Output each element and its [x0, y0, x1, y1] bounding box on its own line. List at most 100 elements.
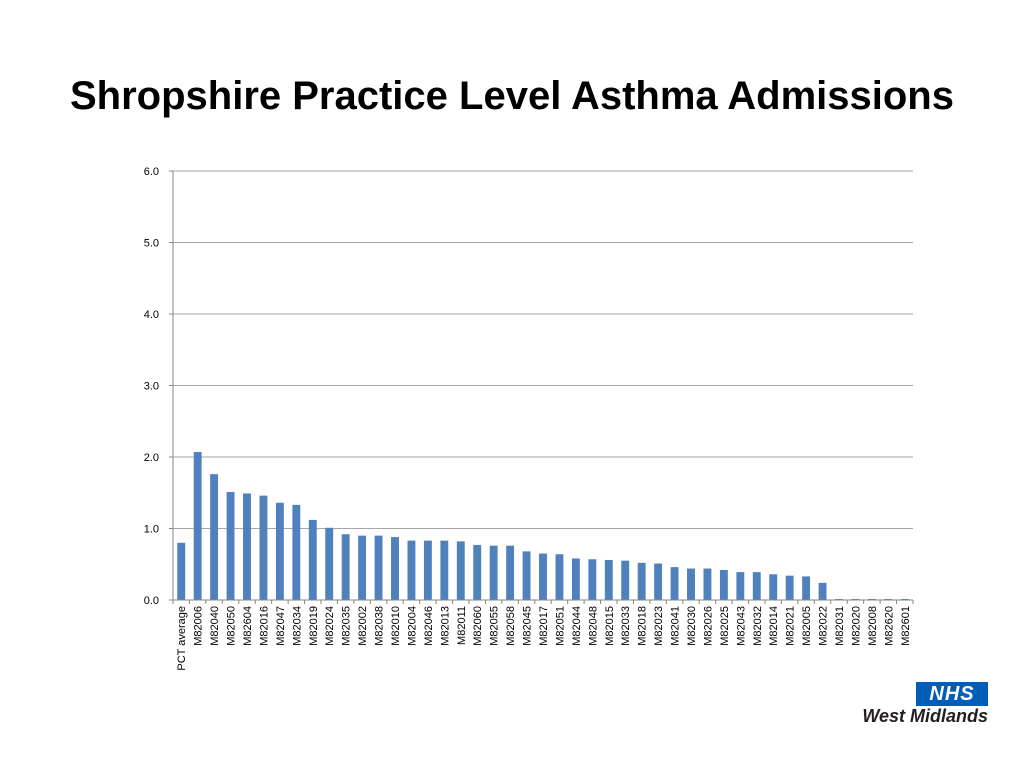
- x-tick-label: M82043: [735, 606, 747, 646]
- bar: [275, 502, 284, 600]
- x-tick-label: M82024: [324, 606, 336, 646]
- bar: [177, 542, 186, 600]
- x-tick-label: PCT average: [176, 606, 188, 671]
- x-tick-label: M82040: [209, 606, 221, 646]
- bar: [588, 559, 597, 600]
- x-tick-label: M82604: [242, 606, 254, 646]
- y-axis: 0.0 1.0 2.0 3.0 4.0 5.0 6.0: [144, 166, 174, 607]
- y-tick-label: 6.0: [144, 166, 159, 178]
- bar: [539, 553, 547, 600]
- nhs-mark: NHS: [916, 682, 988, 706]
- bar: [210, 474, 219, 600]
- bar: [489, 545, 498, 600]
- bar: [571, 558, 580, 600]
- x-tick-label: M82002: [357, 606, 369, 646]
- bar: [473, 544, 482, 600]
- x-tick-label: M82008: [867, 606, 879, 646]
- y-tick-label: 3.0: [144, 381, 159, 393]
- bar: [325, 527, 334, 600]
- x-tick-label: M82060: [472, 606, 484, 646]
- x-tick-label: M82019: [308, 606, 320, 646]
- bar: [292, 504, 301, 600]
- bar: [341, 534, 350, 600]
- x-tick-label: M82045: [522, 606, 534, 646]
- x-tick-label: M82046: [423, 606, 435, 646]
- x-tick-label: M82005: [801, 606, 813, 646]
- bar: [555, 554, 564, 600]
- bar: [621, 560, 630, 600]
- bar: [407, 540, 416, 600]
- x-tick-label: M82020: [850, 606, 862, 646]
- bar: [604, 559, 613, 600]
- nhs-west-midlands-logo: NHS West Midlands: [820, 680, 992, 730]
- x-tick-label: M82035: [341, 606, 353, 646]
- x-tick-label: M82058: [505, 606, 517, 646]
- y-tick-label: 1.0: [144, 524, 159, 536]
- x-tick-label: M82047: [275, 606, 287, 646]
- bar: [226, 492, 235, 600]
- y-tick-label: 5.0: [144, 238, 159, 250]
- x-tick-label: M82021: [785, 606, 797, 646]
- bar: [259, 495, 268, 600]
- x-tick-label: M82017: [538, 606, 550, 646]
- x-tick-label: M82041: [670, 606, 682, 646]
- y-tick-label: 2.0: [144, 452, 159, 464]
- chart-title: Shropshire Practice Level Asthma Admissi…: [69, 74, 954, 118]
- x-tick-label: M82018: [637, 606, 649, 646]
- bar: [506, 545, 515, 600]
- bar: [358, 535, 367, 600]
- x-axis: PCT average M82006 M82040 M82050 M82604 M8201…: [172, 599, 914, 671]
- bar: [637, 562, 646, 600]
- bar: [374, 535, 383, 600]
- bar-series: [177, 451, 909, 600]
- x-tick-label: M82023: [653, 606, 665, 646]
- x-tick-label: M82051: [554, 606, 566, 646]
- bar: [670, 567, 679, 600]
- gridlines: [173, 170, 913, 529]
- bar: [193, 451, 202, 600]
- bar: [687, 568, 695, 600]
- bar: [522, 551, 531, 600]
- x-tick-label: M82031: [834, 606, 846, 646]
- x-tick-label: M82006: [193, 606, 205, 646]
- bar: [719, 569, 728, 600]
- x-tick-label: M82601: [900, 606, 912, 646]
- bar: [391, 537, 399, 600]
- x-tick-label: M82013: [439, 606, 451, 646]
- x-tick-label: M82025: [719, 606, 731, 646]
- bar: [308, 519, 317, 600]
- x-tick-label: M82030: [686, 606, 698, 646]
- bar: [654, 563, 663, 600]
- y-tick-label: 4.0: [144, 309, 159, 321]
- bar: [752, 572, 761, 600]
- x-tick-label: M82620: [883, 606, 895, 646]
- x-tick-label: M82048: [587, 606, 599, 646]
- x-tick-label: M82015: [604, 606, 616, 646]
- x-tick-label: M82010: [390, 606, 402, 646]
- x-tick-label: M82004: [406, 606, 418, 646]
- bar: [769, 574, 778, 600]
- bar: [802, 576, 811, 600]
- x-tick-label: M82038: [374, 606, 386, 646]
- bar: [440, 540, 449, 600]
- x-tick-label: M82050: [226, 606, 238, 646]
- bar: [736, 572, 745, 600]
- nhs-org-name: West Midlands: [862, 706, 988, 726]
- x-tick-label: M82032: [752, 606, 764, 646]
- bar: [703, 568, 712, 600]
- x-tick-label: M82022: [818, 606, 830, 646]
- bar: [423, 540, 432, 600]
- x-tick-label: M82026: [702, 606, 714, 646]
- x-tick-label: M82055: [489, 606, 501, 646]
- x-tick-label: M82016: [258, 606, 270, 646]
- bar: [818, 582, 827, 600]
- x-tick-label: M82014: [768, 606, 780, 646]
- x-tick-label: M82033: [620, 606, 632, 646]
- x-tick-label: M82011: [456, 606, 468, 645]
- x-tick-label: M82034: [291, 606, 303, 646]
- bar: [243, 493, 251, 600]
- y-tick-label: 0.0: [144, 595, 159, 607]
- x-tick-label: M82044: [571, 606, 583, 646]
- bar: [456, 541, 465, 600]
